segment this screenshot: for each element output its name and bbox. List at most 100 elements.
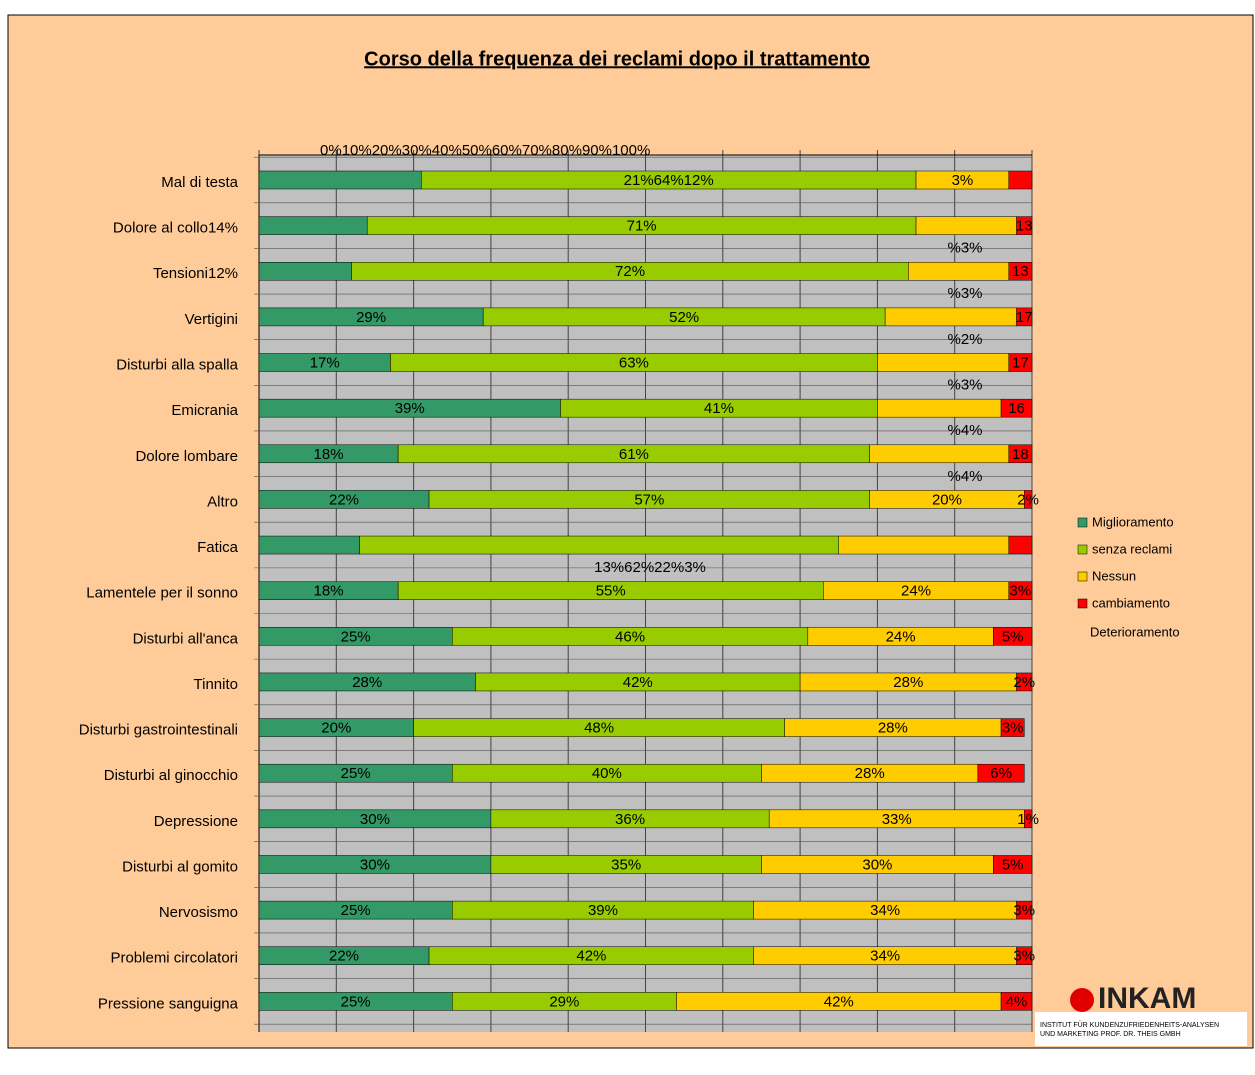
- bar-segment: [258, 170, 422, 190]
- y-tick-label: Lamentele per il sonno: [86, 585, 238, 602]
- data-label: 28%: [878, 720, 908, 737]
- data-label: 3%: [952, 172, 974, 189]
- data-label: 41%: [704, 400, 734, 417]
- bar-segment: [877, 353, 1010, 372]
- data-label: 36%: [615, 811, 645, 828]
- y-tick-label: Dolore al collo14%: [113, 220, 238, 237]
- bar-segment: [1000, 398, 1033, 418]
- data-label: 6%: [990, 765, 1012, 782]
- bar-segment: [869, 444, 1010, 464]
- y-tick-label: Disturbi al ginocchio: [104, 767, 238, 784]
- bar-segment: [838, 535, 1010, 555]
- bar-segment: [1016, 946, 1033, 965]
- y-tick-label: Tensioni12%: [153, 265, 238, 282]
- data-label: 46%: [615, 628, 645, 645]
- data-label: 17: [1012, 354, 1029, 371]
- bar-segment: [1008, 170, 1033, 190]
- data-label: 28%: [893, 674, 923, 691]
- data-label: 22%: [329, 948, 359, 965]
- data-label: 18: [1012, 446, 1029, 463]
- legend-label: Nessun: [1092, 568, 1136, 583]
- data-label: 4%: [1006, 993, 1028, 1010]
- data-label: 34%: [870, 948, 900, 965]
- data-label: 35%: [611, 856, 641, 873]
- data-label: 42%: [576, 948, 606, 965]
- data-label: 3%: [1013, 948, 1035, 965]
- y-tick-label: Pressione sanguigna: [98, 995, 239, 1012]
- row-note: 13%62%22%3%: [594, 559, 706, 576]
- bar-segment: [993, 627, 1033, 646]
- bar-segment: [977, 763, 1025, 783]
- data-label: 24%: [901, 583, 931, 600]
- x-tick-label: 90%: [582, 142, 612, 159]
- y-tick-label: Emicrania: [171, 402, 238, 419]
- data-label: 24%: [886, 628, 916, 645]
- legend-box: [1072, 507, 1192, 619]
- data-label: 28%: [855, 765, 885, 782]
- legend-swatch: [1077, 571, 1088, 582]
- data-label: 25%: [341, 993, 371, 1010]
- data-label: 48%: [584, 720, 614, 737]
- data-label: 3%: [1013, 902, 1035, 919]
- logo-icon: [1070, 988, 1094, 1012]
- data-label: 29%: [356, 309, 386, 326]
- logo-line: INSTITUT FÜR KUNDENZUFRIEDENHEITS-ANALYS…: [1040, 1021, 1219, 1029]
- data-label: 22%: [329, 491, 359, 508]
- data-label: 5%: [1002, 628, 1024, 645]
- x-tick-label: 100%: [612, 142, 650, 159]
- x-tick-label: 60%: [492, 142, 522, 159]
- logo-line: UND MARKETING PROF. DR. THEIS GMBH: [1040, 1031, 1181, 1038]
- data-label: 21%64%12%: [624, 172, 714, 189]
- data-label: 17%: [310, 354, 340, 371]
- data-label: 61%: [619, 446, 649, 463]
- logo: INKAM INSTITUT FÜR KUNDENZUFRIEDENHEITS-…: [1035, 982, 1247, 1046]
- y-tick-label: Disturbi all'anca: [133, 630, 239, 647]
- y-tick-label: Tinnito: [194, 676, 238, 693]
- legend-swatch: [1077, 598, 1088, 609]
- data-label: 25%: [341, 902, 371, 919]
- y-tick-label: Disturbi gastrointestinali: [79, 722, 238, 739]
- bar-segment: [993, 855, 1033, 874]
- bar-segment: [1016, 216, 1033, 235]
- data-label: 20%: [321, 720, 351, 737]
- data-label: 40%: [592, 765, 622, 782]
- bar-segment: [258, 262, 353, 281]
- bar-segment: [1008, 535, 1033, 555]
- logo-bg: [1035, 1012, 1247, 1046]
- x-tick-label: 40%: [432, 142, 462, 159]
- row-note: %3%: [947, 376, 982, 393]
- data-label: 3%: [1010, 583, 1032, 600]
- bar-segment: [258, 535, 360, 555]
- bar-segment: [1016, 672, 1033, 692]
- data-label: 18%: [314, 446, 344, 463]
- data-label: 3%: [1002, 720, 1024, 737]
- row-note: %4%: [947, 422, 982, 439]
- y-tick-label: Problemi circolatori: [110, 950, 238, 967]
- data-label: 13: [1016, 218, 1033, 235]
- data-label: 30%: [360, 811, 390, 828]
- bar-segment: [915, 216, 1017, 235]
- y-tick-label: Mal di testa: [161, 174, 238, 191]
- data-label: 55%: [596, 583, 626, 600]
- x-tick-label: 30%: [402, 142, 432, 159]
- data-label: 25%: [341, 628, 371, 645]
- bar-segment: [1000, 718, 1025, 737]
- bar-segment: [1000, 992, 1033, 1011]
- data-label: 2%: [1013, 674, 1035, 691]
- data-label: 30%: [862, 856, 892, 873]
- data-label: 39%: [395, 400, 425, 417]
- bar-segment: [1024, 809, 1033, 829]
- row-note: %2%: [947, 331, 982, 348]
- y-tick-label: Disturbi alla spalla: [116, 356, 238, 373]
- legend-swatch: [1077, 517, 1088, 528]
- x-tick-labels: 0%10%20%30%40%50%60%70%80%90%100%: [320, 142, 650, 159]
- data-label: 71%: [627, 218, 657, 235]
- row-note: %4%: [947, 468, 982, 485]
- data-label: 28%: [352, 674, 382, 691]
- y-tick-label: Nervosismo: [159, 904, 238, 921]
- bar-segment: [884, 307, 1017, 327]
- chart-title: Corso della frequenza dei reclami dopo i…: [364, 48, 870, 70]
- legend-label: Deterioramento: [1090, 624, 1180, 639]
- data-label: 17: [1016, 309, 1033, 326]
